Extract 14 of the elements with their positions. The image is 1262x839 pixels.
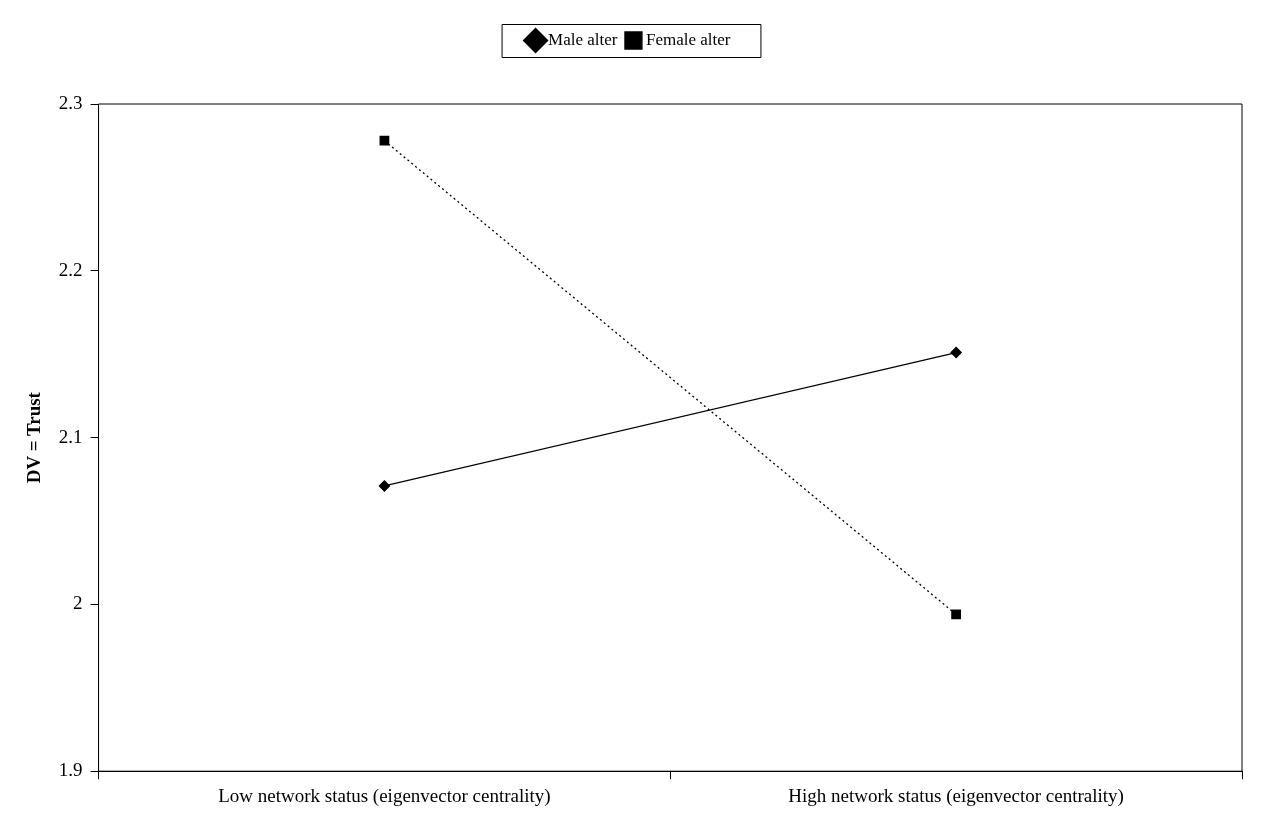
x-tick-label: Low network status (eigenvector centrality) — [218, 784, 551, 807]
y-tick-label: 2.3 — [58, 91, 83, 113]
y-tick-label: 2.2 — [58, 258, 83, 280]
y-tick-label: 2.1 — [58, 425, 83, 447]
point — [951, 609, 962, 620]
point — [378, 480, 391, 492]
x-tick-label: High network status (eigenvector centrality) — [788, 784, 1124, 807]
y-tick-label: 1.9 — [58, 759, 83, 781]
legend-label: Male alter — [548, 29, 618, 49]
legend-label: Female alter — [645, 29, 731, 49]
point — [950, 346, 962, 359]
point — [379, 135, 390, 146]
y-axis-title: DV = Trust — [23, 391, 45, 484]
y-tick-label: 2 — [73, 592, 83, 614]
